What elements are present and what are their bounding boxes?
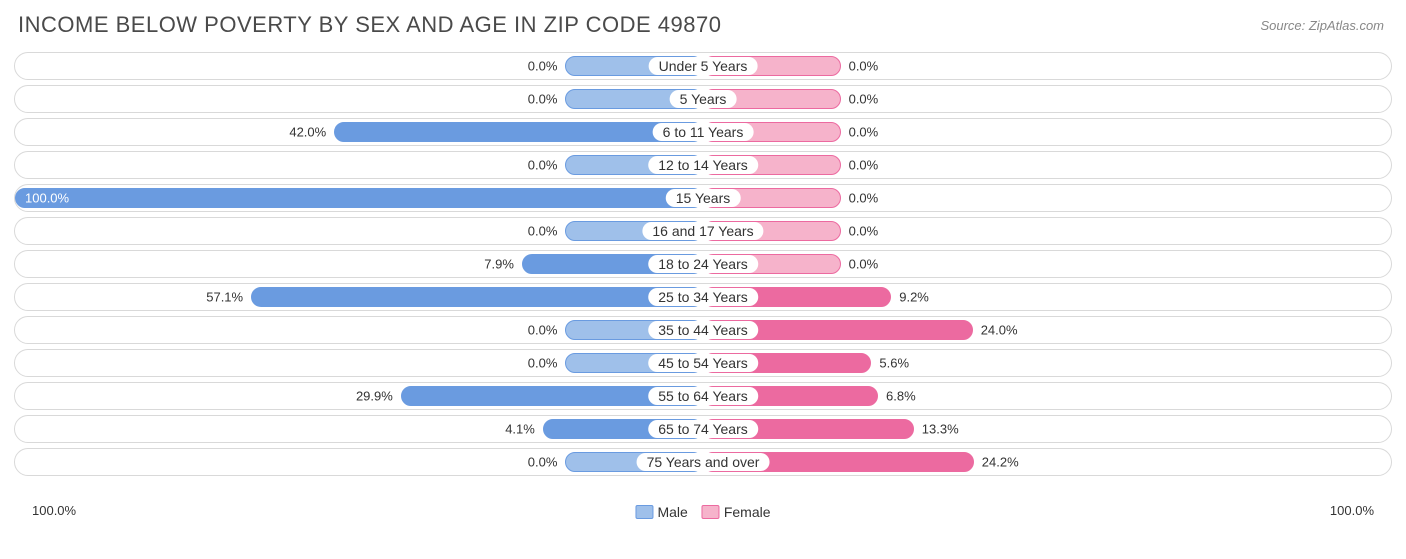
category-label: 12 to 14 Years [648, 156, 758, 174]
category-label: 15 Years [666, 189, 741, 207]
chart-title: INCOME BELOW POVERTY BY SEX AND AGE IN Z… [18, 12, 721, 38]
table-row: 0.0% 24.2% 75 Years and over [14, 448, 1392, 476]
value-male: 0.0% [528, 224, 566, 239]
table-row: 0.0% 24.0% 35 to 44 Years [14, 316, 1392, 344]
value-female: 0.0% [841, 92, 879, 107]
table-row: 0.0% 0.0% 16 and 17 Years [14, 217, 1392, 245]
value-female: 0.0% [841, 257, 879, 272]
value-female: 5.6% [871, 356, 909, 371]
legend-label-female: Female [724, 504, 771, 520]
source-attribution: Source: ZipAtlas.com [1260, 18, 1384, 33]
bar-male [15, 188, 703, 208]
value-female: 0.0% [841, 191, 879, 206]
category-label: 35 to 44 Years [648, 321, 758, 339]
category-label: Under 5 Years [649, 57, 758, 75]
value-male: 0.0% [528, 59, 566, 74]
category-label: 6 to 11 Years [653, 123, 754, 141]
legend-label-male: Male [657, 504, 687, 520]
value-male: 4.1% [505, 422, 543, 437]
diverging-bar-chart: 0.0% 0.0% Under 5 Years 0.0% 0.0% 5 Years 42.0… [14, 52, 1392, 524]
value-male: 0.0% [528, 92, 566, 107]
chart-footer: 100.0% Male Female 100.0% [14, 494, 1392, 524]
value-female: 0.0% [841, 59, 879, 74]
value-female: 0.0% [841, 158, 879, 173]
value-female: 6.8% [878, 389, 916, 404]
value-male: 29.9% [356, 389, 401, 404]
value-female: 0.0% [841, 125, 879, 140]
value-female: 0.0% [841, 224, 879, 239]
value-female: 24.2% [974, 455, 1019, 470]
value-male: 0.0% [528, 158, 566, 173]
table-row: 29.9% 6.8% 55 to 64 Years [14, 382, 1392, 410]
category-label: 16 and 17 Years [642, 222, 763, 240]
table-row: 4.1% 13.3% 65 to 74 Years [14, 415, 1392, 443]
value-female: 9.2% [891, 290, 929, 305]
table-row: 0.0% 0.0% 5 Years [14, 85, 1392, 113]
category-label: 25 to 34 Years [648, 288, 758, 306]
value-male: 0.0% [528, 356, 566, 371]
legend: Male Female [635, 504, 770, 520]
value-male: 0.0% [528, 455, 566, 470]
table-row: 57.1% 9.2% 25 to 34 Years [14, 283, 1392, 311]
value-female: 24.0% [973, 323, 1018, 338]
legend-swatch-female [702, 505, 720, 519]
value-male: 0.0% [528, 323, 566, 338]
bar-male [251, 287, 703, 307]
category-label: 5 Years [670, 90, 737, 108]
table-row: 0.0% 0.0% Under 5 Years [14, 52, 1392, 80]
bar-male [334, 122, 703, 142]
category-label: 45 to 54 Years [648, 354, 758, 372]
axis-label-left: 100.0% [32, 503, 76, 518]
legend-item-female: Female [702, 504, 771, 520]
category-label: 55 to 64 Years [648, 387, 758, 405]
legend-item-male: Male [635, 504, 687, 520]
value-male: 7.9% [484, 257, 522, 272]
table-row: 0.0% 0.0% 12 to 14 Years [14, 151, 1392, 179]
table-row: 42.0% 0.0% 6 to 11 Years [14, 118, 1392, 146]
table-row: 0.0% 5.6% 45 to 54 Years [14, 349, 1392, 377]
legend-swatch-male [635, 505, 653, 519]
value-male: 42.0% [289, 125, 334, 140]
axis-label-right: 100.0% [1330, 503, 1374, 518]
category-label: 65 to 74 Years [648, 420, 758, 438]
category-label: 18 to 24 Years [648, 255, 758, 273]
table-row: 100.0% 0.0% 15 Years [14, 184, 1392, 212]
category-label: 75 Years and over [637, 453, 770, 471]
value-female: 13.3% [914, 422, 959, 437]
value-male: 100.0% [25, 191, 69, 206]
table-row: 7.9% 0.0% 18 to 24 Years [14, 250, 1392, 278]
value-male: 57.1% [206, 290, 251, 305]
